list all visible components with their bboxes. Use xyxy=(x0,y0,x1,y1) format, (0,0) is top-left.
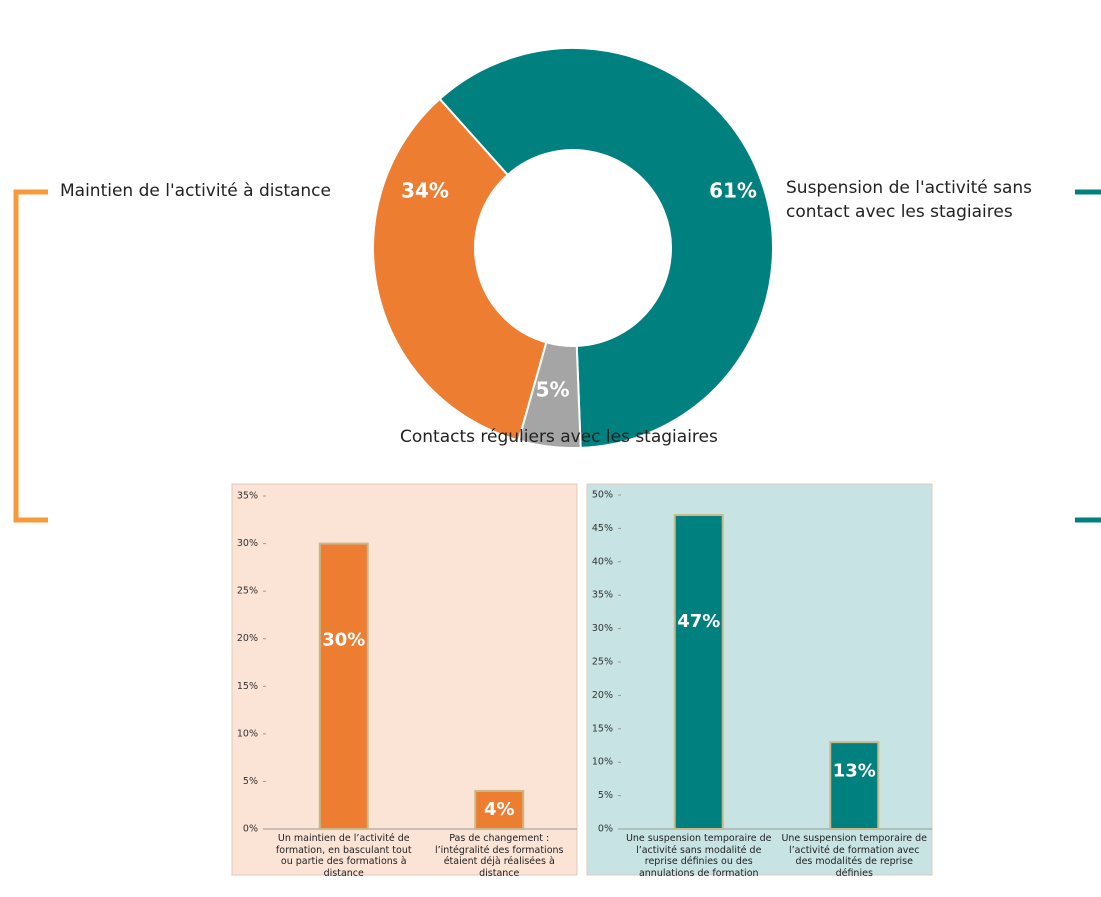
data-label: 61% xyxy=(709,179,757,203)
bar xyxy=(318,542,369,830)
y-tick-label: 0% xyxy=(598,824,613,835)
y-tick-label: 40% xyxy=(592,556,613,567)
slice-label: Suspension de l'activité sans contact av… xyxy=(786,178,1033,222)
y-tick-label: 50% xyxy=(592,490,613,501)
y-tick-label: 10% xyxy=(592,757,613,768)
panel-background xyxy=(586,483,933,876)
donut-slice xyxy=(438,47,774,449)
donut-slice xyxy=(372,97,548,442)
data-label: 4% xyxy=(484,799,515,820)
bar xyxy=(474,789,525,831)
x-tick-label: Un maintien de l’activité de formation, … xyxy=(275,833,412,879)
x-tick-label: Une suspension temporaire de l’activité … xyxy=(625,833,772,879)
panel-background xyxy=(231,483,578,876)
y-tick-label: 45% xyxy=(592,523,613,534)
y-tick-label: 15% xyxy=(237,681,258,692)
y-tick-label: 5% xyxy=(598,790,613,801)
y-tick-label: 35% xyxy=(237,491,258,502)
y-tick-label: 5% xyxy=(243,776,258,787)
bar xyxy=(673,514,724,830)
y-tick-label: 15% xyxy=(592,723,613,734)
slice-label: Contacts réguliers avec les stagiaires xyxy=(400,427,718,447)
y-tick-label: 25% xyxy=(237,586,258,597)
y-tick-label: 35% xyxy=(592,590,613,601)
y-tick-label: 20% xyxy=(592,690,613,701)
x-tick-label: Pas de changement : l’intégralité des fo… xyxy=(435,833,564,879)
bar xyxy=(829,741,880,830)
y-tick-label: 30% xyxy=(237,538,258,549)
data-label: 47% xyxy=(677,611,720,632)
y-tick-label: 20% xyxy=(237,633,258,644)
slice-label: Maintien de l'activité à distance xyxy=(60,181,331,201)
left-bracket xyxy=(13,189,48,523)
data-label: 5% xyxy=(536,378,570,402)
y-tick-label: 0% xyxy=(243,824,258,835)
data-label: 13% xyxy=(833,761,876,782)
data-label: 34% xyxy=(401,179,449,203)
y-tick-label: 10% xyxy=(237,728,258,739)
data-label: 30% xyxy=(322,630,365,651)
y-tick-label: 25% xyxy=(592,657,613,668)
x-tick-label: Une suspension temporaire de l’activité … xyxy=(781,833,928,879)
y-tick-label: 30% xyxy=(592,623,613,634)
